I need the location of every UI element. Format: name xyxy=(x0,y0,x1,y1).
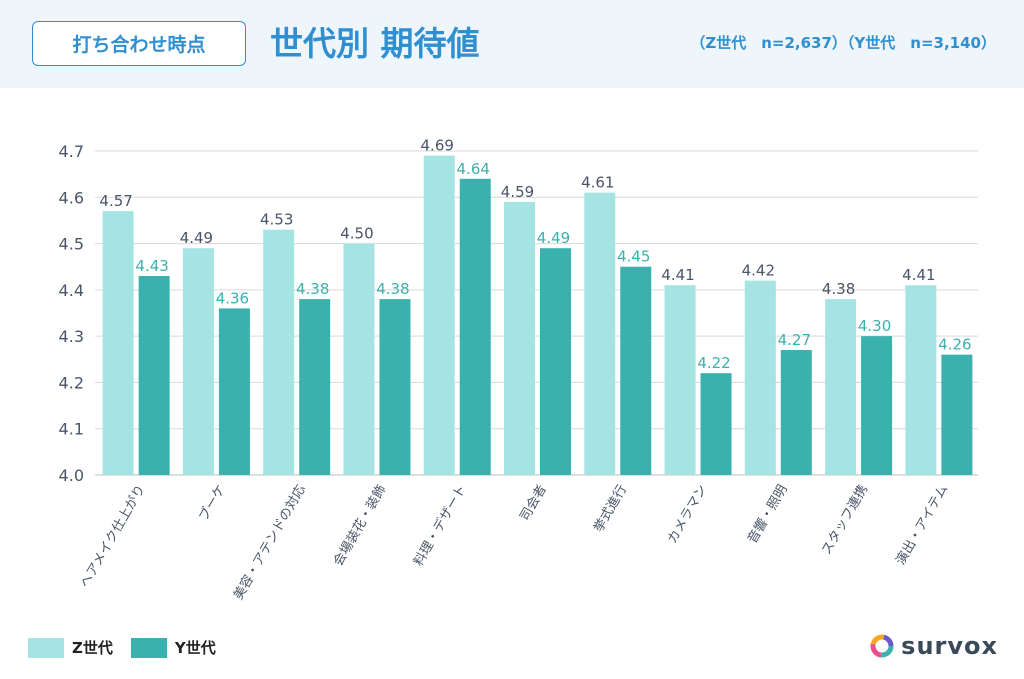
x-tick-label: 司会者 xyxy=(517,483,549,524)
legend-label-y: Y世代 xyxy=(174,639,216,657)
data-label-y: 4.43 xyxy=(135,257,168,275)
survox-logo: survox xyxy=(869,632,998,660)
x-tick-label: 挙式進行 xyxy=(591,483,630,536)
data-label-y: 4.36 xyxy=(216,289,249,307)
legend-swatch-z xyxy=(28,637,64,658)
data-label-z: 4.59 xyxy=(501,183,534,201)
bar-z xyxy=(263,229,295,475)
bar-z xyxy=(504,201,535,475)
data-label-y: 4.38 xyxy=(296,280,329,298)
x-tick-label: ヘアメイク仕上がり xyxy=(78,483,149,591)
data-label-z: 4.41 xyxy=(661,266,694,284)
bar-z xyxy=(343,243,375,475)
bar-y xyxy=(780,350,812,475)
x-tick-label: 演出・アイテム xyxy=(893,482,952,568)
bar-y xyxy=(379,299,411,475)
bar-z xyxy=(102,211,134,475)
y-tick-label: 4.4 xyxy=(59,281,84,300)
sample-size-note: （Z世代 n=2,637）（Y世代 n=3,140） xyxy=(690,34,996,52)
data-label-y: 4.64 xyxy=(457,160,490,178)
data-label-y: 4.27 xyxy=(778,331,811,349)
data-label-y: 4.45 xyxy=(617,248,650,266)
x-tick-label: 美容・アテンドの対応 xyxy=(230,482,309,603)
bar-z xyxy=(182,248,214,475)
data-label-y: 4.30 xyxy=(858,317,891,335)
x-tick-label: 会場装花・装飾 xyxy=(330,482,389,569)
bar-y xyxy=(941,354,973,475)
data-label-z: 4.42 xyxy=(742,262,775,280)
data-label-y: 4.26 xyxy=(938,336,971,354)
x-tick-label: スタッフ連携 xyxy=(818,482,871,558)
bar-z xyxy=(825,299,857,475)
data-label-z: 4.61 xyxy=(581,174,614,192)
header-band: 打ち合わせ時点 世代別 期待値 （Z世代 n=2,637）（Y世代 n=3,14… xyxy=(0,0,1024,88)
logo-text: survox xyxy=(901,632,998,660)
data-label-z: 4.38 xyxy=(822,280,855,298)
page-title: 世代別 期待値 xyxy=(270,24,480,63)
logo-ring-icon xyxy=(870,634,894,658)
legend-label-z: Z世代 xyxy=(72,639,113,657)
bar-z xyxy=(423,155,455,475)
y-tick-label: 4.0 xyxy=(59,466,84,485)
stage-tag: 打ち合わせ時点 xyxy=(32,21,246,66)
legend-item-z: Z世代 xyxy=(28,637,113,658)
bar-y xyxy=(861,336,893,475)
data-label-z: 4.50 xyxy=(340,225,373,243)
bar-y xyxy=(540,248,571,475)
bar-y xyxy=(620,266,652,475)
data-label-z: 4.53 xyxy=(260,211,293,229)
data-label-z: 4.57 xyxy=(99,192,132,210)
y-tick-label: 4.1 xyxy=(59,420,84,439)
legend-swatch-y xyxy=(130,637,167,658)
data-label-y: 4.22 xyxy=(697,354,730,372)
bar-z xyxy=(664,285,696,475)
y-tick-label: 4.7 xyxy=(59,142,84,161)
x-tick-label: カメラマン xyxy=(665,483,710,547)
y-tick-label: 4.3 xyxy=(59,327,84,346)
x-tick-label: 音響・照明 xyxy=(744,482,790,546)
bar-y xyxy=(138,275,170,475)
bar-y xyxy=(299,299,331,475)
data-label-z: 4.69 xyxy=(421,137,454,155)
x-tick-label: ブーケ xyxy=(196,482,229,524)
bar-z xyxy=(584,192,616,475)
legend-item-y: Y世代 xyxy=(130,637,216,658)
bar-y xyxy=(700,373,732,475)
y-tick-label: 4.5 xyxy=(59,235,84,254)
data-label-y: 4.38 xyxy=(376,280,409,298)
legend: Z世代 Y世代 xyxy=(28,637,234,658)
data-label-z: 4.49 xyxy=(180,229,213,247)
bar-y xyxy=(459,178,491,475)
x-tick-label: 料理・デザート xyxy=(410,482,469,569)
y-tick-label: 4.6 xyxy=(59,188,84,207)
bar-z xyxy=(744,280,776,475)
bar-z xyxy=(905,285,937,475)
y-tick-label: 4.2 xyxy=(59,373,84,392)
data-label-y: 4.49 xyxy=(537,229,570,247)
bar-y xyxy=(218,308,250,475)
data-label-z: 4.41 xyxy=(902,266,935,284)
